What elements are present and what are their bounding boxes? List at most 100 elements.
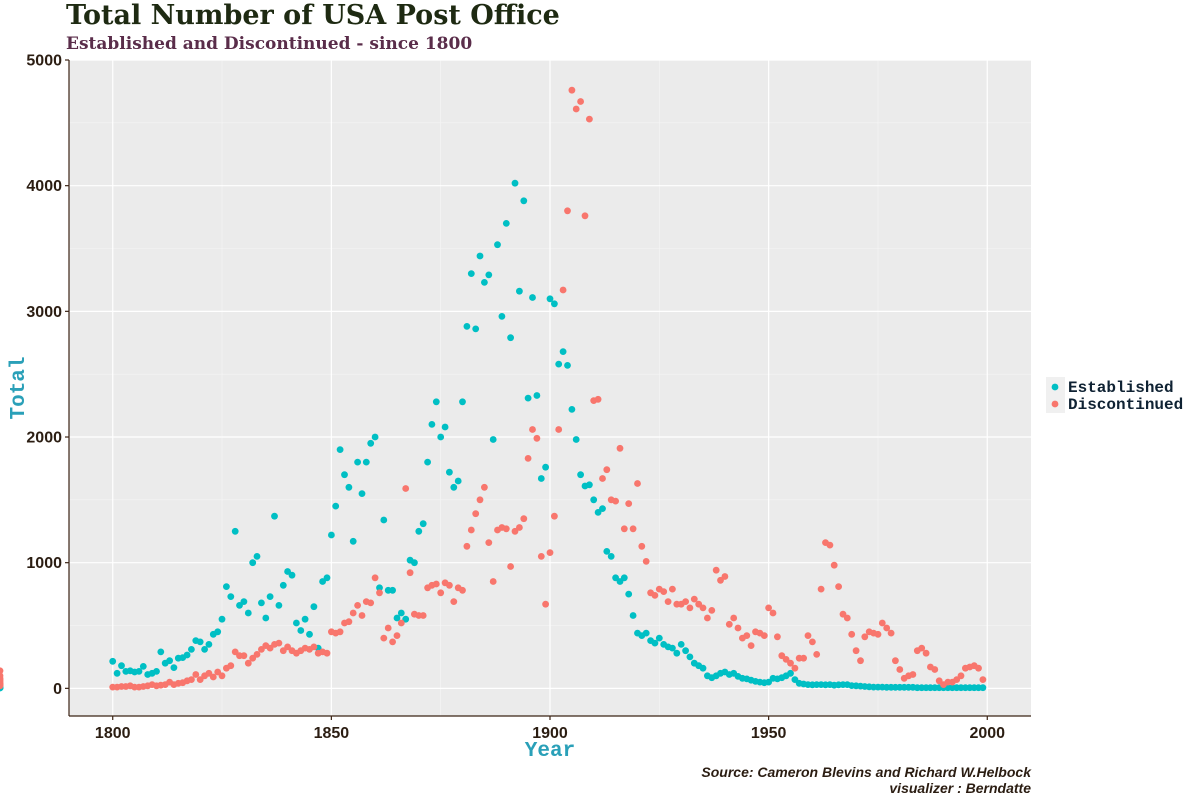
point-discontinued xyxy=(397,619,405,627)
caption-visualizer: visualizer : Berndatte xyxy=(889,780,1031,796)
point-established xyxy=(498,313,506,320)
point-established xyxy=(205,641,213,648)
point-established xyxy=(594,509,602,516)
point-discontinued xyxy=(537,553,545,560)
point-established xyxy=(979,684,987,692)
point-established xyxy=(437,433,445,441)
point-discontinued xyxy=(284,643,291,651)
point-discontinued xyxy=(218,672,226,680)
point-discontinued xyxy=(883,624,891,632)
point-established xyxy=(459,398,466,406)
point-discontinued xyxy=(730,614,738,622)
point-established xyxy=(441,423,449,431)
point-established xyxy=(275,602,283,609)
caption-source: Source: Cameron Blevins and Richard W.He… xyxy=(701,764,1032,780)
point-established xyxy=(599,505,606,512)
x-tick-label: 1850 xyxy=(314,725,350,742)
point-discontinued xyxy=(188,676,195,683)
point-established xyxy=(485,271,493,279)
point-established xyxy=(218,615,226,623)
point-discontinued xyxy=(909,671,917,678)
point-established xyxy=(253,553,261,560)
point-established xyxy=(520,197,528,205)
y-tick-label: 4000 xyxy=(26,178,62,195)
point-discontinued xyxy=(577,98,584,105)
point-discontinued xyxy=(782,656,790,663)
point-discontinued xyxy=(533,434,541,442)
point-discontinued xyxy=(760,632,768,639)
point-discontinued xyxy=(568,86,576,94)
point-established xyxy=(454,477,462,485)
x-axis-title: Year xyxy=(525,740,575,763)
point-established xyxy=(511,179,519,187)
point-discontinued xyxy=(708,607,716,614)
point-discontinued xyxy=(209,673,217,681)
point-established xyxy=(380,516,388,524)
point-established xyxy=(476,252,484,260)
point-established xyxy=(467,270,475,277)
point-established xyxy=(223,583,230,590)
point-discontinued xyxy=(664,598,672,605)
point-discontinued xyxy=(192,671,200,678)
point-established xyxy=(686,653,694,661)
point-established xyxy=(397,609,405,617)
point-discontinued xyxy=(559,286,567,294)
point-established xyxy=(568,406,576,413)
point-discontinued xyxy=(922,649,930,657)
point-discontinued xyxy=(551,512,558,520)
point-discontinued xyxy=(511,527,519,535)
point-discontinued xyxy=(450,598,458,605)
point-discontinued xyxy=(616,444,624,452)
point-established xyxy=(765,678,772,686)
point-discontinued xyxy=(0,667,4,675)
point-discontinued xyxy=(594,395,602,403)
point-discontinued xyxy=(918,644,926,652)
point-established xyxy=(607,553,615,560)
x-axis-ticks: 1800 1850 1900 1950 2000 xyxy=(95,716,1005,742)
point-established xyxy=(271,512,278,520)
point-discontinued xyxy=(581,212,589,220)
point-established xyxy=(201,646,209,653)
point-discontinued xyxy=(358,612,366,619)
point-established xyxy=(537,475,545,482)
point-discontinued xyxy=(406,569,414,577)
y-tick-label: 1000 xyxy=(26,555,62,572)
point-established xyxy=(428,421,436,428)
point-discontinued xyxy=(826,541,834,549)
point-discontinued xyxy=(437,589,445,597)
point-discontinued xyxy=(787,659,794,667)
point-established xyxy=(183,651,191,659)
point-established xyxy=(231,527,239,535)
point-discontinued xyxy=(240,652,248,660)
point-established xyxy=(620,574,628,582)
point-discontinued xyxy=(809,638,816,646)
point-established xyxy=(559,348,567,355)
point-discontinued xyxy=(459,586,466,594)
point-discontinued xyxy=(629,525,637,533)
point-discontinued xyxy=(769,609,777,617)
point-discontinued xyxy=(384,624,392,632)
point-established xyxy=(551,300,558,308)
point-discontinued xyxy=(660,588,668,595)
point-discontinued xyxy=(432,580,440,588)
x-tick-label: 2000 xyxy=(969,725,1005,742)
point-discontinued xyxy=(502,525,510,533)
point-established xyxy=(157,648,165,656)
point-established xyxy=(135,668,143,675)
point-discontinued xyxy=(712,566,720,574)
chart-title: Total Number of USA Post Office xyxy=(66,0,560,31)
point-established xyxy=(345,483,353,491)
point-discontinued xyxy=(817,585,825,593)
point-discontinued xyxy=(725,620,733,628)
point-established xyxy=(546,295,554,303)
point-established xyxy=(524,394,532,402)
point-established xyxy=(293,619,300,627)
point-discontinued xyxy=(634,480,641,487)
legend-key-established xyxy=(1051,383,1059,391)
point-established xyxy=(139,663,147,670)
point-discontinued xyxy=(275,639,283,647)
point-established xyxy=(489,436,497,443)
point-discontinued xyxy=(835,583,842,590)
point-established xyxy=(787,669,794,677)
point-established xyxy=(118,662,125,670)
